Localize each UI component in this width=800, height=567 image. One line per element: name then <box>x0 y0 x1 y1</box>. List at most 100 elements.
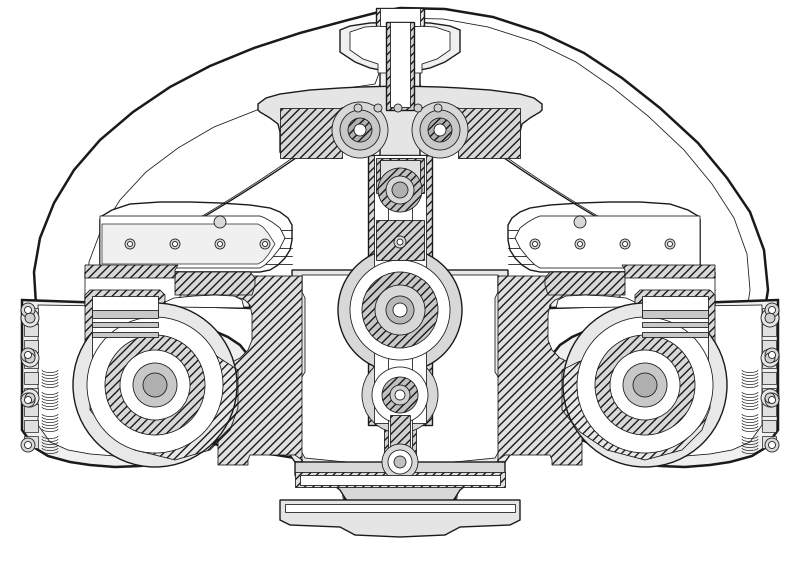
Bar <box>458 108 520 158</box>
Bar <box>762 372 776 384</box>
Circle shape <box>362 357 438 433</box>
Circle shape <box>765 348 779 362</box>
Bar <box>24 388 38 400</box>
Circle shape <box>218 242 222 247</box>
Bar <box>24 372 38 384</box>
Circle shape <box>533 242 538 247</box>
Polygon shape <box>548 290 778 467</box>
Circle shape <box>340 110 380 150</box>
Bar <box>300 475 500 485</box>
Circle shape <box>434 124 446 136</box>
Polygon shape <box>620 272 715 375</box>
Circle shape <box>350 260 450 360</box>
Circle shape <box>577 317 713 453</box>
Circle shape <box>127 242 133 247</box>
Circle shape <box>414 104 422 112</box>
Bar <box>380 160 420 190</box>
Bar <box>762 308 776 320</box>
Polygon shape <box>34 8 768 520</box>
Circle shape <box>354 124 366 136</box>
Polygon shape <box>282 270 518 518</box>
Bar <box>24 340 38 352</box>
Bar <box>92 296 158 364</box>
Circle shape <box>386 176 414 204</box>
Bar <box>376 220 424 260</box>
Bar <box>295 472 505 487</box>
Bar <box>368 155 432 425</box>
Polygon shape <box>556 295 762 456</box>
Polygon shape <box>498 276 630 465</box>
Circle shape <box>382 377 418 413</box>
Circle shape <box>173 242 178 247</box>
Circle shape <box>25 396 31 404</box>
Polygon shape <box>545 272 625 295</box>
Circle shape <box>412 102 468 158</box>
Polygon shape <box>295 462 505 512</box>
Bar <box>380 8 420 26</box>
Circle shape <box>765 393 779 407</box>
Polygon shape <box>85 265 178 278</box>
Circle shape <box>633 373 657 397</box>
Circle shape <box>769 307 775 314</box>
Circle shape <box>765 353 775 363</box>
Bar <box>376 158 424 193</box>
Circle shape <box>362 272 438 348</box>
Bar <box>24 404 38 416</box>
Polygon shape <box>515 216 700 268</box>
Circle shape <box>143 373 167 397</box>
Circle shape <box>765 438 779 452</box>
Circle shape <box>262 242 267 247</box>
Bar <box>376 8 424 30</box>
Bar <box>285 504 515 512</box>
Circle shape <box>260 239 270 249</box>
Circle shape <box>769 352 775 358</box>
Bar <box>390 415 410 460</box>
Polygon shape <box>294 275 506 513</box>
Circle shape <box>25 307 31 314</box>
Bar <box>386 22 414 110</box>
Circle shape <box>133 363 177 407</box>
Bar <box>388 158 412 464</box>
Circle shape <box>382 444 418 480</box>
Polygon shape <box>100 202 292 272</box>
Bar <box>280 108 342 158</box>
Circle shape <box>769 442 775 448</box>
Circle shape <box>332 102 388 158</box>
Polygon shape <box>350 25 450 73</box>
Polygon shape <box>622 265 715 278</box>
Circle shape <box>428 118 452 142</box>
Bar <box>92 332 158 337</box>
Circle shape <box>388 450 412 474</box>
Polygon shape <box>508 202 700 272</box>
Polygon shape <box>280 500 520 537</box>
Circle shape <box>21 389 39 407</box>
Circle shape <box>375 285 425 335</box>
Circle shape <box>575 239 585 249</box>
Circle shape <box>395 390 405 400</box>
Circle shape <box>420 110 460 150</box>
Circle shape <box>574 216 586 228</box>
Circle shape <box>338 248 462 372</box>
Bar <box>762 404 776 416</box>
Bar <box>762 388 776 400</box>
Circle shape <box>393 303 407 317</box>
Bar <box>762 436 776 448</box>
Circle shape <box>125 239 135 249</box>
Bar <box>762 340 776 352</box>
Circle shape <box>25 442 31 448</box>
Bar <box>762 420 776 432</box>
Circle shape <box>386 296 414 324</box>
Circle shape <box>215 239 225 249</box>
Circle shape <box>21 348 35 362</box>
Circle shape <box>21 349 39 367</box>
Polygon shape <box>22 290 252 467</box>
Circle shape <box>390 385 410 405</box>
Circle shape <box>378 168 422 212</box>
Circle shape <box>170 239 180 249</box>
Circle shape <box>105 335 205 435</box>
Circle shape <box>87 317 223 453</box>
Circle shape <box>765 393 775 403</box>
Circle shape <box>665 239 675 249</box>
Polygon shape <box>170 276 302 465</box>
Circle shape <box>214 216 226 228</box>
